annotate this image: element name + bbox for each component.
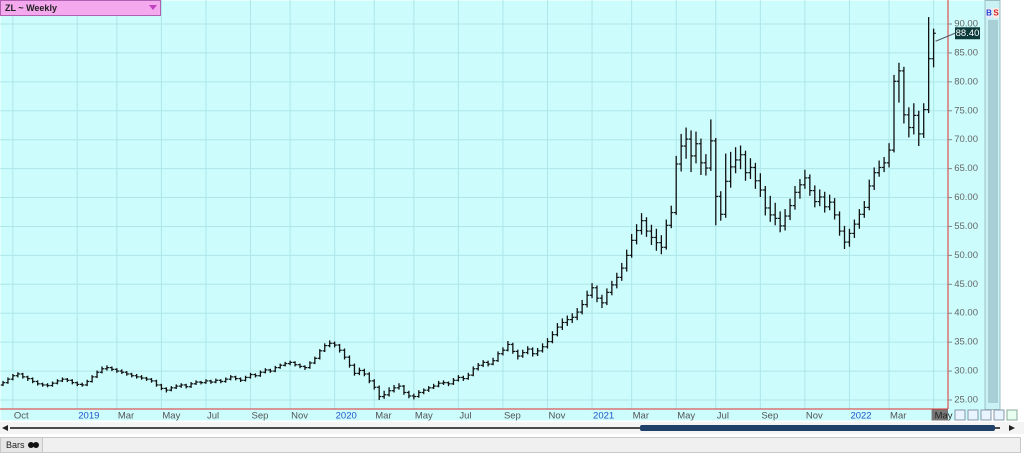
scroll-thumb[interactable]: [640, 425, 995, 431]
y-tick-label: 85.00: [954, 47, 978, 58]
y-tick-label: 75.00: [954, 105, 978, 116]
zoom-button[interactable]: [980, 409, 992, 421]
zoom-buttons: [954, 409, 1018, 421]
sell-button-bg[interactable]: [993, 8, 999, 18]
x-tick-label: Mar: [890, 411, 906, 422]
y-tick-label: 40.00: [954, 308, 978, 319]
price-bars: [0, 17, 936, 400]
x-tick-label: Mar: [375, 411, 391, 422]
y-tick-label: 70.00: [954, 134, 978, 145]
buy-button[interactable]: B: [986, 9, 992, 18]
x-tick-label: 2021: [593, 411, 614, 422]
x-tick-label: Nov: [806, 411, 823, 422]
x-tick-label: Jul: [207, 411, 219, 422]
x-tick-label: 2019: [78, 411, 99, 422]
buy-button-bg[interactable]: [986, 8, 992, 18]
x-tick-label: Mar: [633, 411, 649, 422]
y-tick-label: 30.00: [954, 366, 978, 377]
style-icon: [28, 442, 34, 448]
dropdown-arrow[interactable]: [149, 5, 157, 10]
x-tick-label: Mar: [118, 411, 134, 422]
scroll-right[interactable]: [1009, 425, 1015, 431]
axis-labels: 25.00 30.00 35.00 40.00 45.00 50.00 55.00 60.00…: [14, 19, 980, 422]
x-tick-label: 2022: [850, 411, 871, 422]
plot-background: [0, 0, 986, 421]
style-icon: [33, 442, 39, 448]
x-tick-label: Nov: [549, 411, 566, 422]
last-price-label: 88.40: [956, 28, 980, 39]
sell-button[interactable]: S: [993, 9, 999, 18]
x-tick-label: Nov: [291, 411, 308, 422]
x-tick-label: May: [677, 411, 695, 422]
y-tick-label: 45.00: [954, 279, 978, 290]
grid: [0, 0, 948, 409]
last-price-pointer: [935, 32, 956, 42]
y-tick-label: 35.00: [954, 337, 978, 348]
x-tick-label: Jul: [459, 411, 471, 422]
toolbar: [0, 437, 1021, 453]
y-tick-label: 80.00: [954, 76, 978, 87]
y-tick-label: 50.00: [954, 250, 978, 261]
x-tick-label: 2020: [336, 411, 357, 422]
y-tick-label: 90.00: [954, 19, 978, 30]
symbol-box[interactable]: [0, 0, 161, 16]
x-tick-label: May: [415, 411, 433, 422]
x-tick-label: Oct: [14, 411, 29, 422]
y-tick-label: 60.00: [954, 192, 978, 203]
style-tab[interactable]: [0, 437, 43, 453]
x-tick-label: May: [162, 411, 180, 422]
symbol-title: ZL ~ Weekly: [5, 3, 57, 13]
last-price-box: [955, 27, 980, 40]
zoom-button[interactable]: [967, 409, 979, 421]
x-tick-label: Sep: [504, 411, 521, 422]
x-tick-label: Sep: [252, 411, 269, 422]
side-panel-bar: [988, 20, 998, 403]
zoom-button[interactable]: [993, 409, 1005, 421]
chart-style[interactable]: Bars: [6, 440, 25, 450]
scroll-left[interactable]: [2, 425, 8, 431]
zoom-button[interactable]: [954, 409, 966, 421]
y-tick-label: 25.00: [954, 395, 978, 406]
selected-label-bg: [931, 409, 948, 421]
zoom-button[interactable]: [1006, 409, 1018, 421]
y-tick-label: 65.00: [954, 163, 978, 174]
x-tick-label: Jul: [717, 411, 729, 422]
y-tick-label: 55.00: [954, 221, 978, 232]
x-tick-label: May: [935, 411, 953, 422]
x-tick-label: Sep: [761, 411, 778, 422]
